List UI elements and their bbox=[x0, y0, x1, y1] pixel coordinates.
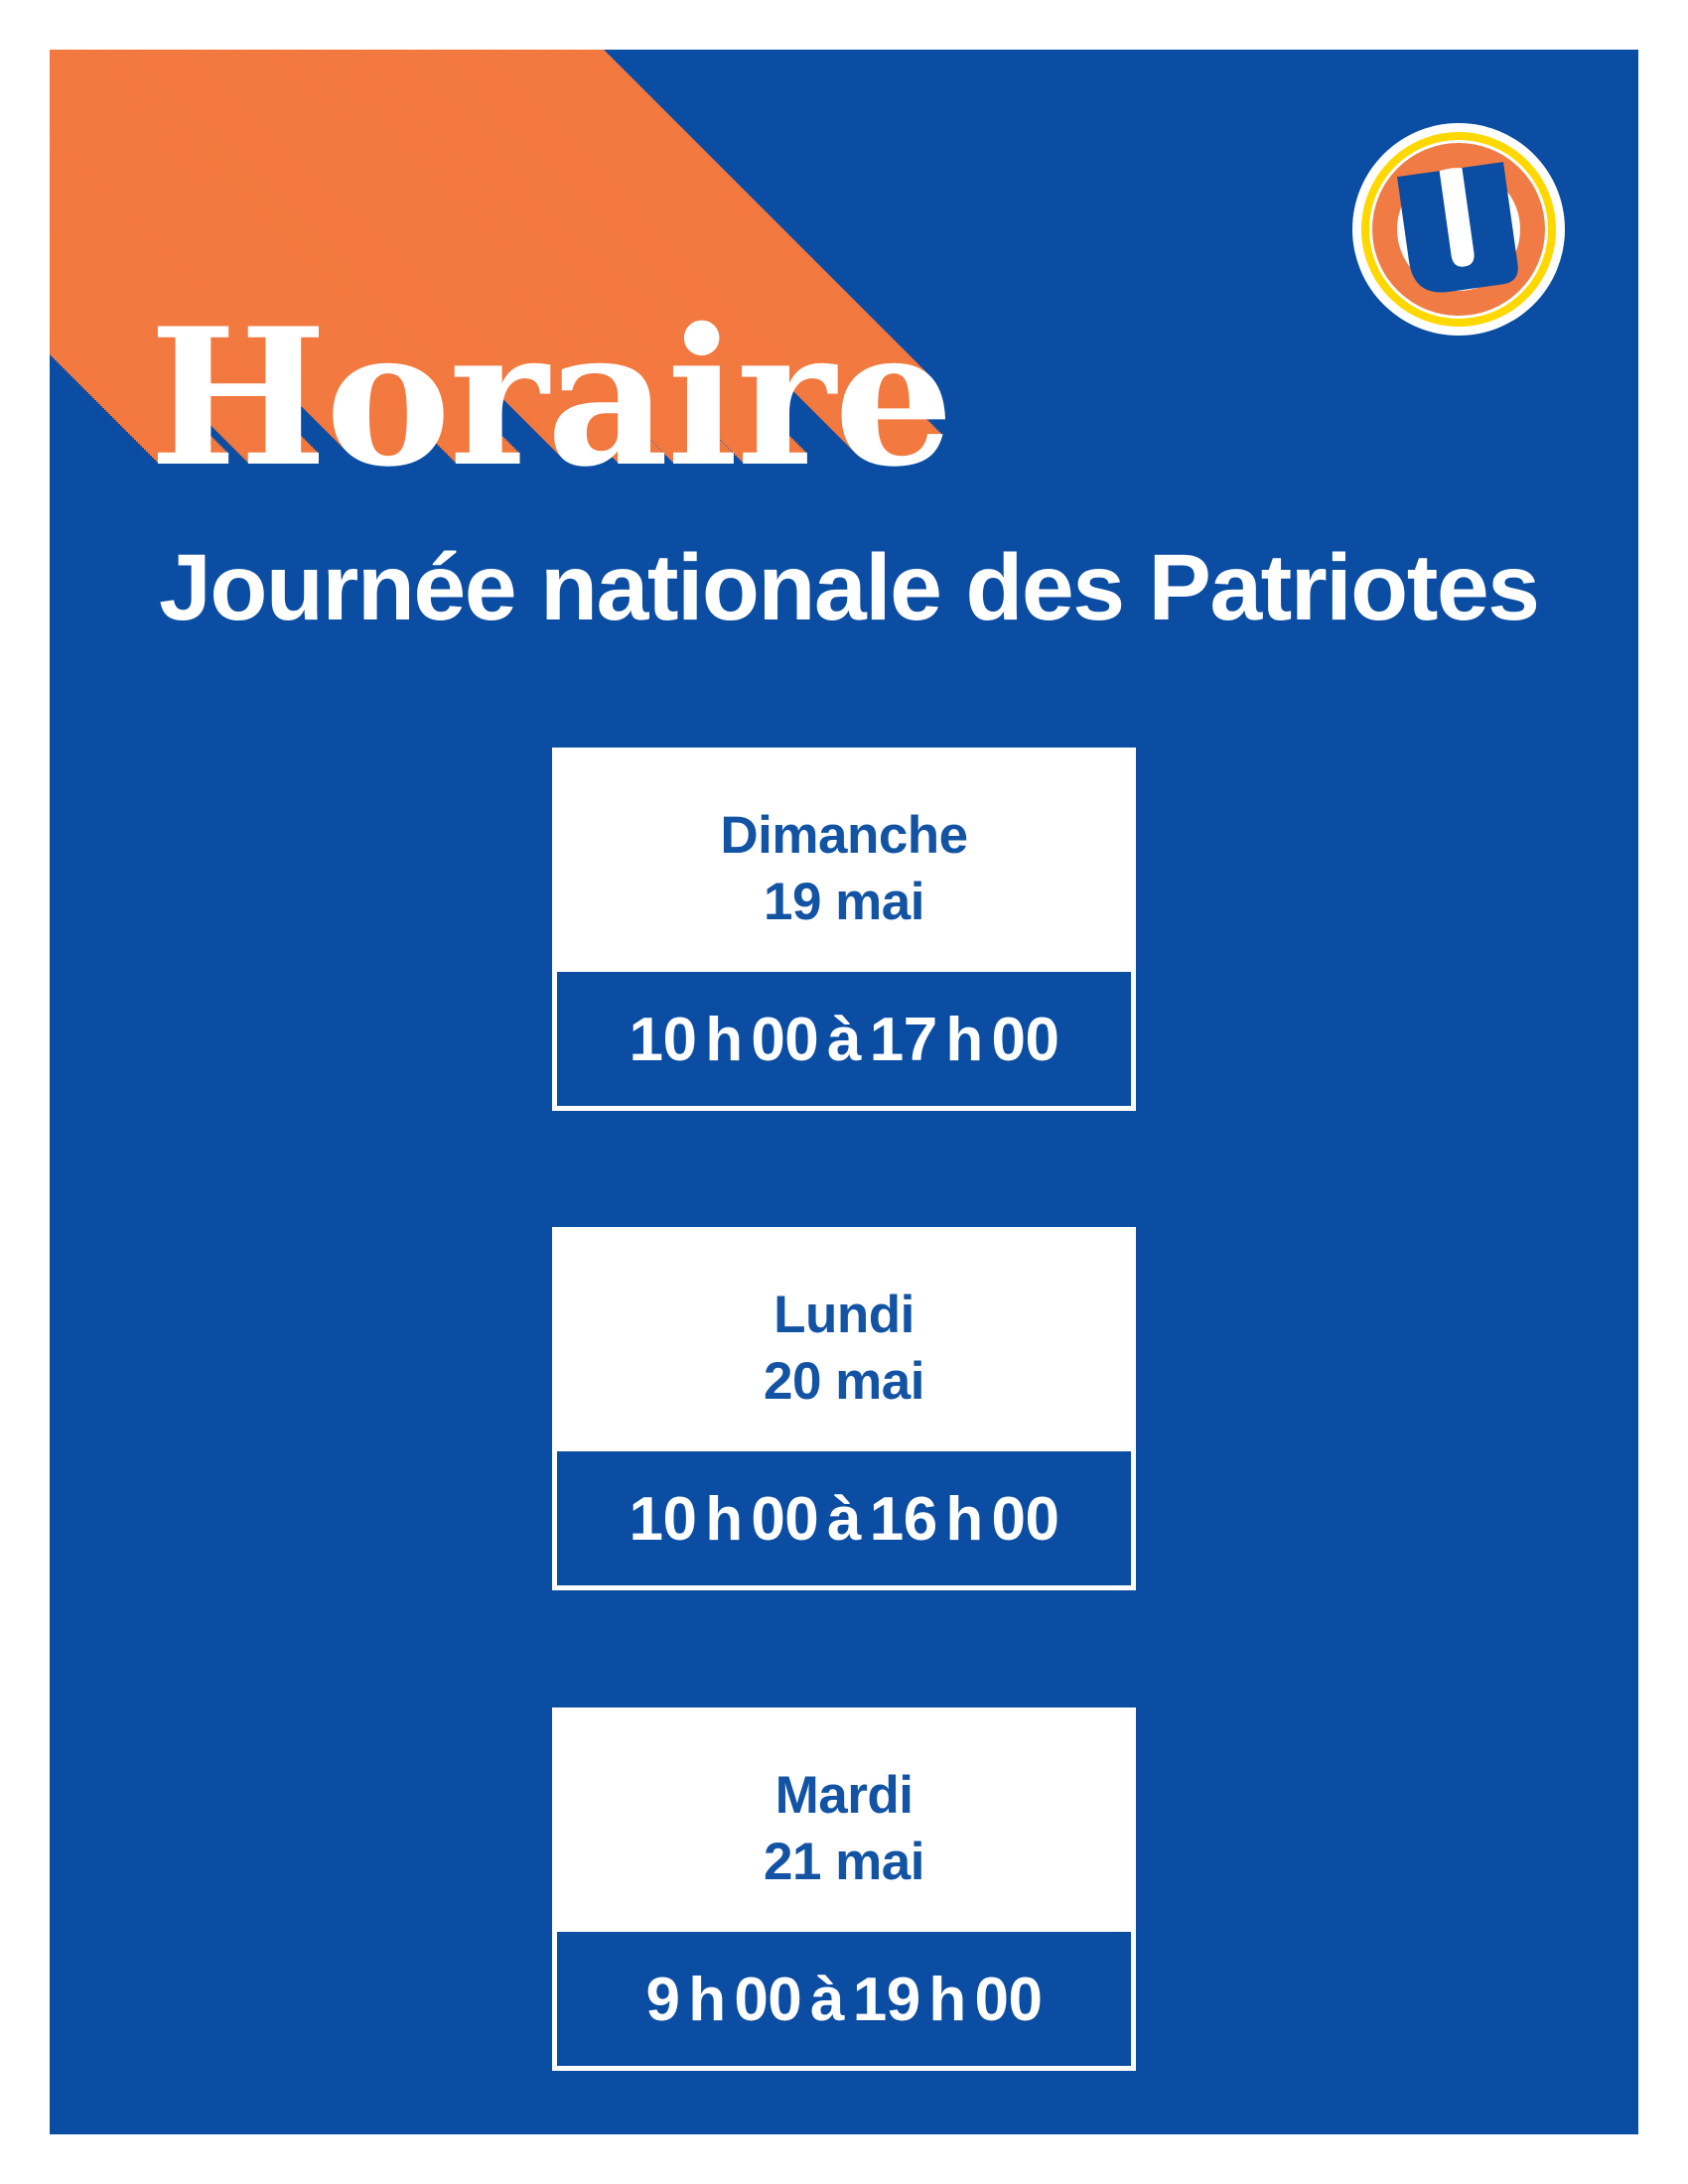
day-date-label: Dimanche 19 mai bbox=[552, 802, 1136, 935]
schedule-card: Lundi 20 mai 10 h 00 à 16 h 00 bbox=[552, 1227, 1136, 1590]
poster-panel: Horaire Journée nationale des Patriotes … bbox=[50, 50, 1638, 2134]
day-date-label: Mardi 21 mai bbox=[552, 1762, 1136, 1895]
brand-logo-u-icon bbox=[1352, 123, 1565, 336]
day-label: Mardi bbox=[774, 1766, 914, 1825]
hours-label: 9 h 00 à 19 h 00 bbox=[645, 1966, 1043, 2034]
date-label: 19 mai bbox=[763, 873, 925, 931]
page-subtitle: Journée nationale des Patriotes bbox=[159, 535, 1540, 640]
date-label: 20 mai bbox=[763, 1352, 925, 1411]
hours-label: 10 h 00 à 17 h 00 bbox=[629, 1006, 1059, 1074]
page-title: Horaire bbox=[149, 287, 954, 508]
day-date-label: Lundi 20 mai bbox=[552, 1282, 1136, 1415]
hours-band: 10 h 00 à 16 h 00 bbox=[557, 1451, 1131, 1585]
day-label: Lundi bbox=[774, 1286, 914, 1344]
hours-band: 9 h 00 à 19 h 00 bbox=[557, 1932, 1131, 2066]
day-label: Dimanche bbox=[720, 806, 968, 865]
date-label: 21 mai bbox=[763, 1833, 925, 1891]
logo-letter-u bbox=[1397, 162, 1518, 293]
hours-label: 10 h 00 à 16 h 00 bbox=[629, 1485, 1059, 1554]
schedule-card: Mardi 21 mai 9 h 00 à 19 h 00 bbox=[552, 1707, 1136, 2071]
hours-band: 10 h 00 à 17 h 00 bbox=[557, 972, 1131, 1106]
schedule-card: Dimanche 19 mai 10 h 00 à 17 h 00 bbox=[552, 748, 1136, 1111]
